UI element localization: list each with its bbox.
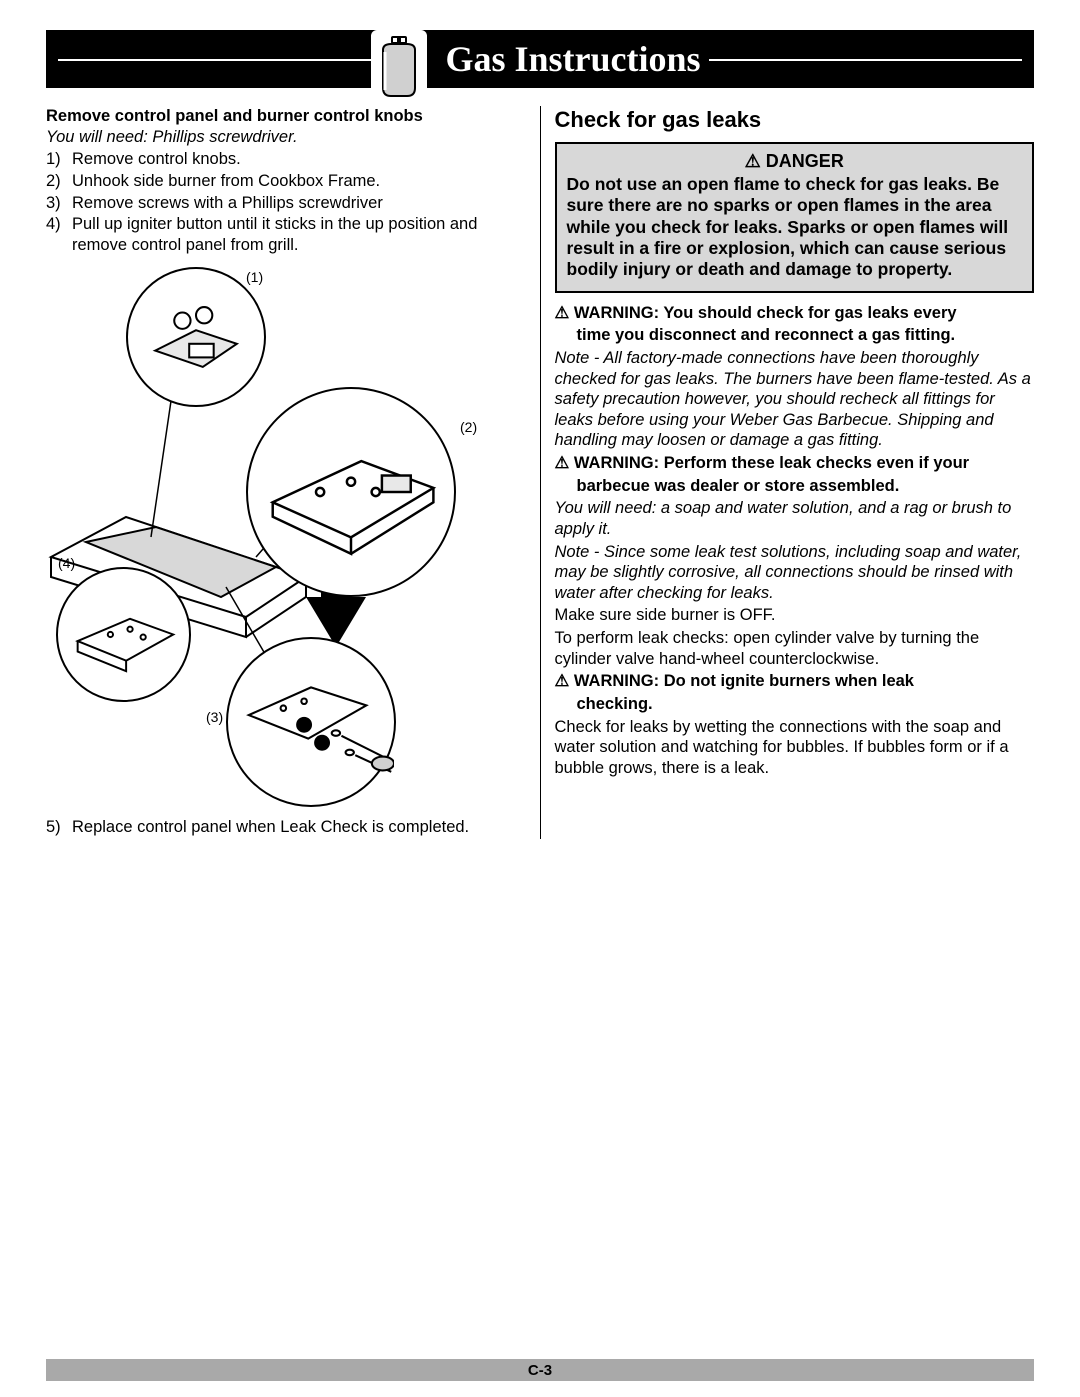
para-1: Make sure side burner is OFF. (555, 605, 1035, 626)
step-text: Remove control knobs. (72, 149, 241, 170)
danger-heading: ⚠ DANGER (567, 150, 1023, 173)
step-text: Replace control panel when Leak Check is… (72, 817, 469, 838)
step-text: Pull up igniter button until it sticks i… (72, 214, 526, 255)
step-2: 2)Unhook side burner from Cookbox Frame. (46, 171, 526, 192)
step-1: 1)Remove control knobs. (46, 149, 526, 170)
detail-circle-2 (246, 387, 456, 597)
propane-tank-icon (371, 30, 427, 106)
diagram-label-1: (1) (246, 269, 263, 287)
page: Gas Instructions Remove control panel an… (0, 0, 1080, 1397)
note-1: Note - All factory-made connections have… (555, 348, 1035, 451)
diagram-label-4: (4) (58, 555, 75, 573)
para-3: Check for leaks by wetting the connectio… (555, 717, 1035, 779)
steps-list-2: 5)Replace control panel when Leak Check … (46, 817, 526, 838)
warning-2-line1: ⚠ WARNING: Perform these leak checks eve… (555, 453, 1035, 474)
diagram-label-3: (3) (206, 709, 223, 727)
para-2: To perform leak checks: open cylinder va… (555, 628, 1035, 669)
detail-circle-1 (126, 267, 266, 407)
warning-3-line1: ⚠ WARNING: Do not ignite burners when le… (555, 671, 1035, 692)
left-need: You will need: Phillips screwdriver. (46, 127, 526, 148)
danger-box: ⚠ DANGER Do not use an open flame to che… (555, 142, 1035, 293)
content-columns: Remove control panel and burner control … (46, 106, 1034, 839)
warning-1-line2: time you disconnect and reconnect a gas … (555, 325, 1035, 346)
danger-body: Do not use an open flame to check for ga… (567, 174, 1023, 281)
detail-circle-3 (226, 637, 396, 807)
diagram-label-2: (2) (460, 419, 477, 437)
assembly-diagram: (1) (2) (3) (4) (46, 267, 526, 807)
page-footer: C-3 (46, 1359, 1034, 1381)
step-3: 3)Remove screws with a Phillips screwdri… (46, 193, 526, 214)
need-right: You will need: a soap and water solution… (555, 498, 1035, 539)
warning-3-line2: checking. (555, 694, 1035, 715)
note-2: Note - Since some leak test solutions, i… (555, 542, 1035, 604)
warning-2-line2: barbecue was dealer or store assembled. (555, 476, 1035, 497)
step-text: Remove screws with a Phillips screwdrive… (72, 193, 383, 214)
step-5: 5)Replace control panel when Leak Check … (46, 817, 526, 838)
header-bar: Gas Instructions (46, 30, 1034, 88)
right-column: Check for gas leaks ⚠ DANGER Do not use … (541, 106, 1035, 839)
page-number: C-3 (528, 1362, 552, 1379)
left-column: Remove control panel and burner control … (46, 106, 541, 839)
page-title: Gas Instructions (437, 38, 708, 80)
section-title: Check for gas leaks (555, 106, 1035, 134)
left-heading: Remove control panel and burner control … (46, 106, 526, 127)
step-4: 4)Pull up igniter button until it sticks… (46, 214, 526, 255)
steps-list: 1)Remove control knobs. 2)Unhook side bu… (46, 149, 526, 255)
step-text: Unhook side burner from Cookbox Frame. (72, 171, 380, 192)
detail-circle-4 (56, 567, 191, 702)
warning-1-line1: ⚠ WARNING: You should check for gas leak… (555, 303, 1035, 324)
